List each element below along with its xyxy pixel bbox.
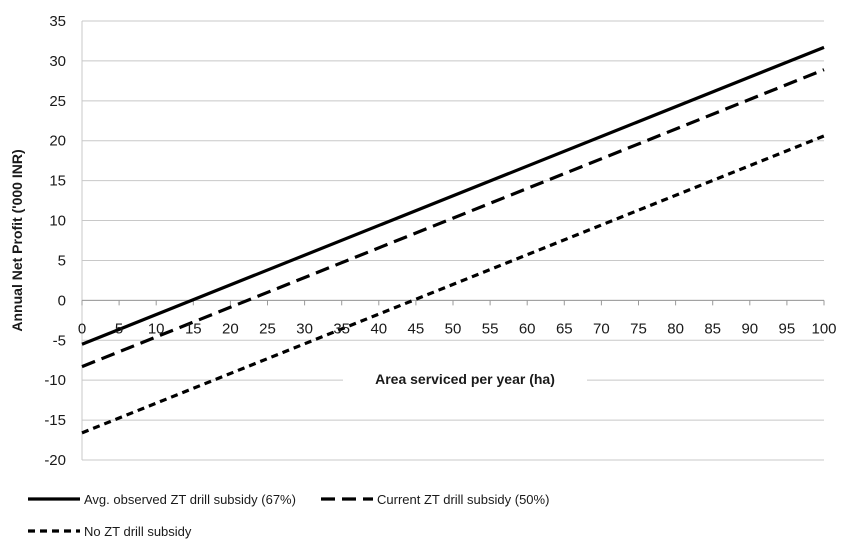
x-tick-label: 10 [148, 320, 165, 337]
x-tick-label: 45 [408, 320, 425, 337]
x-tick-label: 55 [482, 320, 499, 337]
y-tick-label: 25 [49, 93, 66, 110]
x-tick-label: 15 [185, 320, 202, 337]
x-tick-label: 95 [779, 320, 796, 337]
y-tick-label: -10 [44, 372, 66, 389]
y-tick-label: 5 [58, 252, 66, 269]
x-tick-label: 65 [556, 320, 573, 337]
x-tick-label: 0 [78, 320, 86, 337]
y-tick-label: -15 [44, 412, 66, 429]
y-tick-label: 0 [58, 292, 66, 309]
y-tick-label: -20 [44, 452, 66, 469]
x-tick-label: 5 [115, 320, 123, 337]
x-tick-label: 40 [370, 320, 387, 337]
x-tick-label: 100 [811, 320, 836, 337]
x-axis-label: Area serviced per year (ha) [375, 371, 555, 387]
y-tick-label: 20 [49, 133, 66, 150]
x-tick-label: 20 [222, 320, 239, 337]
series-line-1 [81, 45, 825, 346]
x-tick-label: 90 [741, 320, 758, 337]
series-line-3 [81, 134, 825, 435]
x-tick-label: 35 [333, 320, 350, 337]
x-axis-label-background [343, 370, 587, 390]
x-tick-label: 25 [259, 320, 276, 337]
y-tick-labels: -20 -15 -10 -5 0 5 10 15 20 25 30 35 [44, 13, 66, 469]
y-tick-label: 15 [49, 173, 66, 190]
y-tick-label: 10 [49, 213, 66, 230]
y-tick-label: 30 [49, 53, 66, 70]
legend-label-1: Avg. observed ZT drill subsidy (67%) [84, 492, 296, 507]
legend-label-2: Current ZT drill subsidy (50%) [377, 492, 549, 507]
x-tick-label: 85 [704, 320, 721, 337]
series-lines [81, 45, 825, 435]
legend-label-3: No ZT drill subsidy [84, 524, 192, 539]
grid-lines [81, 20, 825, 461]
x-tick-label: 60 [519, 320, 536, 337]
x-tick-label: 70 [593, 320, 610, 337]
x-tick-label: 50 [445, 320, 462, 337]
y-tick-label: -5 [53, 332, 66, 349]
x-tick-label: 80 [667, 320, 684, 337]
y-axis-label: Annual Net Profit ('000 INR) [9, 149, 25, 331]
x-tick-label: 75 [630, 320, 647, 337]
x-tick-label: 30 [296, 320, 313, 337]
y-tick-label: 35 [49, 13, 66, 30]
x-tick-labels: 0 5 10 15 20 25 30 35 40 45 50 55 60 65 70 75 80 85 90 95 10… [78, 320, 837, 337]
series-line-2 [81, 68, 825, 369]
legend: Avg. observed ZT drill subsidy (67%) Curr… [28, 492, 549, 539]
